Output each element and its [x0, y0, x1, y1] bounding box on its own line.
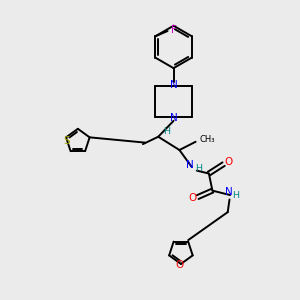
Text: N: N — [170, 80, 177, 90]
Text: O: O — [176, 260, 184, 270]
Text: N: N — [170, 113, 177, 123]
Text: H: H — [195, 164, 202, 173]
Text: O: O — [189, 193, 197, 203]
Text: O: O — [224, 157, 233, 167]
Text: CH₃: CH₃ — [199, 135, 215, 144]
Text: N: N — [225, 187, 232, 197]
Text: H: H — [163, 127, 170, 136]
Text: H: H — [232, 191, 239, 200]
Text: N: N — [187, 160, 194, 170]
Text: F: F — [170, 25, 176, 35]
Text: S: S — [63, 136, 70, 146]
